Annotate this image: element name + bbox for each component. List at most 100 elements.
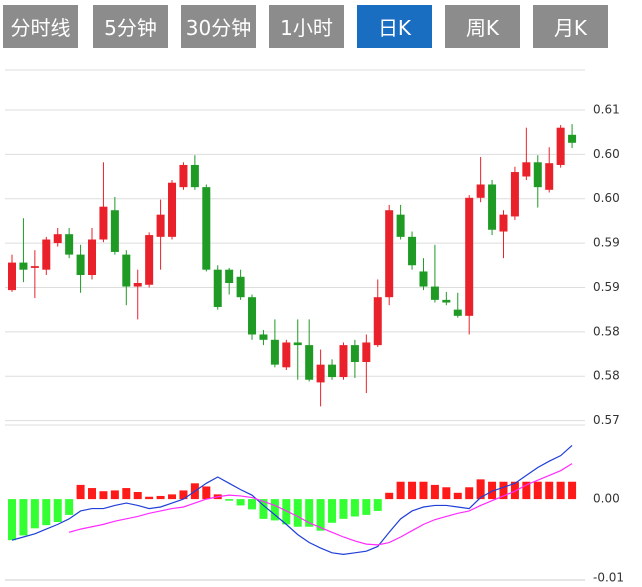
candle-body — [453, 309, 462, 316]
y-tick-label: 0.59 — [593, 236, 620, 250]
macd-bar — [236, 499, 245, 506]
period-tab[interactable]: 5分钟 — [93, 5, 168, 48]
candle-body — [65, 234, 74, 255]
macd-bar — [396, 481, 405, 500]
macd-bar — [442, 487, 451, 500]
candle-body — [488, 184, 497, 230]
candle-body — [156, 214, 165, 237]
macd-bar — [168, 494, 177, 500]
macd-bar — [65, 499, 74, 515]
macd-bar — [316, 499, 325, 531]
candle-body — [533, 162, 542, 188]
candle-body — [465, 197, 474, 316]
period-tab[interactable]: 月K — [533, 5, 608, 48]
period-tab[interactable]: 1小时 — [269, 5, 344, 48]
macd-bar — [122, 488, 131, 500]
candle-body — [545, 163, 554, 190]
macd-bar — [88, 488, 97, 500]
candle-body — [248, 297, 257, 335]
period-tab[interactable]: 日K — [357, 5, 432, 48]
macd-bar — [385, 492, 394, 500]
macd-bar — [339, 499, 348, 519]
candle-body — [42, 239, 51, 270]
macd-bar — [465, 487, 474, 500]
candle-body — [145, 235, 154, 285]
y-tick-label: 0.00 — [593, 492, 620, 506]
candle-body — [179, 164, 188, 188]
candle-body — [30, 266, 39, 268]
candle-body — [213, 269, 222, 307]
candle-body — [350, 345, 359, 362]
macd-bar — [293, 499, 302, 527]
macd-bar — [373, 499, 382, 511]
macd-line — [68, 463, 573, 546]
candle-body — [476, 184, 485, 198]
y-tick-label: -0.01 — [593, 571, 624, 585]
macd-bar — [568, 481, 577, 500]
macd-bar — [430, 484, 439, 500]
candle-body — [316, 364, 325, 383]
period-tab[interactable]: 周K — [445, 5, 520, 48]
macd-bar — [259, 499, 268, 519]
candle-body — [76, 254, 85, 276]
period-tab[interactable]: 分时线 — [3, 5, 78, 48]
candle-body — [510, 172, 519, 217]
macd-bar — [499, 481, 508, 500]
macd-bar — [328, 499, 337, 523]
macd-bar — [270, 499, 279, 521]
y-tick-label: 0.60 — [593, 147, 620, 161]
macd-bar — [19, 499, 28, 536]
macd-bar — [133, 492, 142, 500]
candle-body — [122, 254, 131, 287]
macd-bar — [408, 481, 417, 500]
y-tick-label: 0.57 — [593, 413, 620, 427]
macd-bar — [419, 481, 428, 500]
macd-bar — [362, 499, 371, 515]
macd-bar — [76, 484, 85, 500]
candle-body — [110, 210, 119, 252]
candle-body — [88, 239, 97, 276]
period-tab[interactable]: 30分钟 — [181, 5, 256, 48]
candle-body — [202, 187, 211, 270]
macd-bar — [488, 481, 497, 500]
y-tick-label: 0.58 — [593, 369, 620, 383]
macd-bar — [30, 499, 39, 529]
macd-bar — [8, 499, 16, 541]
macd-bar — [522, 481, 531, 500]
y-tick-label: 0.61 — [593, 102, 620, 116]
macd-bar — [145, 496, 154, 500]
candle-body — [522, 162, 531, 177]
candle-body — [99, 206, 108, 240]
candle-body — [19, 262, 28, 270]
macd-bar — [248, 499, 257, 510]
y-tick-label: 0.58 — [593, 324, 620, 338]
macd-bar — [225, 499, 234, 501]
macd-bar — [42, 499, 51, 526]
macd-bar — [110, 490, 119, 500]
macd-bar — [202, 486, 211, 500]
candle-body — [8, 262, 16, 291]
candle-body — [293, 342, 302, 346]
candle-body — [442, 299, 451, 303]
macd-bar — [533, 481, 542, 500]
macd-bar — [556, 481, 565, 500]
candle-body — [499, 214, 508, 232]
candle-body — [339, 345, 348, 378]
candle-body — [419, 271, 428, 287]
macd-bar — [453, 492, 462, 500]
macd-bar — [305, 499, 314, 527]
candle-body — [305, 345, 314, 380]
macd-bar — [545, 481, 554, 500]
candle-body — [408, 236, 417, 266]
candle-body — [556, 127, 565, 165]
candle-body — [328, 364, 337, 378]
candle-body — [282, 342, 291, 368]
candle-body — [259, 334, 268, 340]
candle-body — [236, 276, 245, 298]
candle-body — [568, 134, 577, 143]
candle-body — [168, 182, 177, 237]
candle-body — [270, 339, 279, 365]
candle-body — [225, 269, 234, 283]
macd-bar — [510, 481, 519, 500]
